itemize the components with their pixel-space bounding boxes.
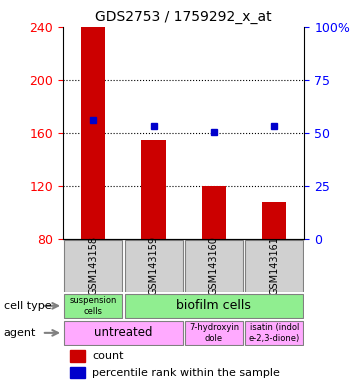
Text: count: count [92,351,124,361]
Bar [70,367,85,379]
Text: cell type: cell type [4,301,51,311]
Bar [81,27,105,239]
FancyBboxPatch shape [185,321,243,345]
Bar [70,350,85,362]
FancyBboxPatch shape [125,240,183,292]
FancyBboxPatch shape [185,240,243,292]
FancyBboxPatch shape [245,240,303,292]
FancyBboxPatch shape [64,294,122,318]
Text: suspension
cells: suspension cells [70,296,117,316]
Bar [262,202,286,239]
Text: biofilm cells: biofilm cells [176,300,251,312]
Bar [202,186,226,239]
FancyBboxPatch shape [64,240,122,292]
Text: agent: agent [4,328,36,338]
Text: untreated: untreated [94,326,153,339]
Text: isatin (indol
e-2,3-dione): isatin (indol e-2,3-dione) [249,323,300,343]
Text: percentile rank within the sample: percentile rank within the sample [92,368,280,378]
Text: GSM143161: GSM143161 [269,236,279,295]
FancyBboxPatch shape [64,321,183,345]
Text: 7-hydroxyin
dole: 7-hydroxyin dole [189,323,239,343]
Title: GDS2753 / 1759292_x_at: GDS2753 / 1759292_x_at [96,10,272,25]
Text: GSM143159: GSM143159 [148,236,159,295]
Text: GSM143158: GSM143158 [88,236,98,295]
Text: GSM143160: GSM143160 [209,236,219,295]
FancyBboxPatch shape [245,321,303,345]
Bar [141,140,166,239]
FancyBboxPatch shape [125,294,303,318]
